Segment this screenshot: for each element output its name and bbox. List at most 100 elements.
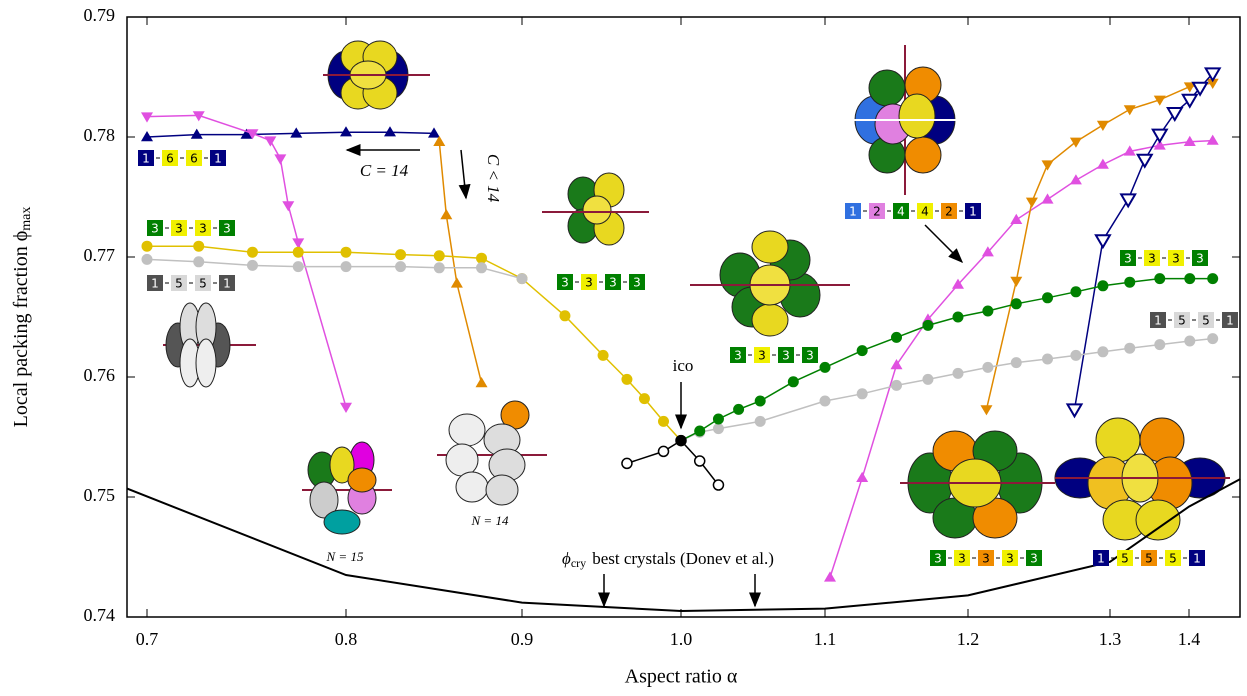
config-digit: 1 <box>849 205 857 219</box>
point <box>754 415 766 427</box>
point <box>1154 273 1166 285</box>
y-label-main: Local packing fraction ϕ <box>10 231 32 428</box>
config-digit: 1 <box>214 152 222 166</box>
point <box>240 128 253 139</box>
point <box>1207 273 1219 285</box>
configuration-label: 1 2 4 4 2 1 <box>845 203 981 219</box>
point <box>1184 273 1196 285</box>
config-digit: 1 <box>969 205 977 219</box>
configuration-label: 3 3 3 3 <box>1120 250 1208 266</box>
config-digit: 4 <box>921 205 929 219</box>
point <box>1183 135 1196 146</box>
x-tick-label: 0.9 <box>511 629 534 649</box>
config-digit: 5 <box>1178 314 1186 328</box>
config-digit: 1 <box>142 152 150 166</box>
config-digit: 3 <box>199 222 207 236</box>
config-digit: 1 <box>1226 314 1234 328</box>
point <box>1206 134 1219 145</box>
point <box>1097 346 1109 358</box>
config-box <box>219 220 235 236</box>
series-line <box>438 141 483 384</box>
point <box>1184 335 1196 347</box>
point <box>1042 292 1054 304</box>
config-box <box>869 203 885 219</box>
config-box <box>1189 550 1205 566</box>
point <box>1119 193 1137 209</box>
point <box>1207 333 1219 345</box>
point <box>433 135 446 146</box>
annotation: N = 14 <box>471 513 509 528</box>
y-axis-label: Local packing fraction ϕmax <box>10 207 35 428</box>
point <box>141 131 153 142</box>
point <box>1070 349 1082 361</box>
configuration-label: 1 5 5 5 1 <box>1093 550 1205 566</box>
y-tick-label: 0.76 <box>84 365 116 385</box>
config-digit: 3 <box>223 222 231 236</box>
point <box>951 278 964 289</box>
config-digit: 5 <box>175 277 183 291</box>
point <box>433 262 445 274</box>
point <box>292 246 304 258</box>
plot-frame <box>126 16 1241 618</box>
point <box>340 246 352 258</box>
annotation: ϕcry best crystals (Donev et al.) <box>562 549 774 570</box>
config-digit: 3 <box>806 349 814 363</box>
point <box>516 273 528 285</box>
point <box>1096 120 1109 131</box>
point <box>1183 82 1196 93</box>
config-box <box>1144 250 1160 266</box>
x-tick-label: 1.0 <box>670 629 693 649</box>
point <box>1203 67 1222 83</box>
point <box>1010 213 1023 224</box>
config-box <box>195 220 211 236</box>
x-axis-label: Aspect ratio α <box>625 666 738 688</box>
point <box>450 277 463 288</box>
point <box>754 395 766 407</box>
point <box>1070 286 1082 298</box>
config-box <box>941 203 957 219</box>
point <box>819 395 831 407</box>
config-box <box>1120 250 1136 266</box>
config-box <box>162 150 178 166</box>
point <box>1124 342 1136 354</box>
series-line <box>829 139 1213 578</box>
config-box <box>1150 312 1166 328</box>
config-digit: 3 <box>561 276 569 290</box>
point <box>193 256 205 268</box>
point <box>856 388 868 400</box>
config-box <box>1168 250 1184 266</box>
annotation: C = 14 <box>360 161 409 180</box>
point <box>1041 160 1054 171</box>
point <box>1123 145 1136 156</box>
point <box>675 435 687 447</box>
annotation: N = 15 <box>326 549 364 564</box>
point <box>1069 137 1082 148</box>
point <box>712 423 724 435</box>
point <box>980 405 993 416</box>
point <box>395 261 407 273</box>
y-tick-label: 0.77 <box>84 245 116 265</box>
config-box <box>1141 550 1157 566</box>
config-digit: 3 <box>982 552 990 566</box>
point <box>733 403 745 415</box>
point <box>264 136 277 147</box>
annotation-sub: cry <box>571 556 586 570</box>
y-label-sub: max <box>19 207 34 231</box>
annotations <box>345 144 964 608</box>
y-tick-label: 0.74 <box>84 605 116 625</box>
config-digit: 5 <box>1169 552 1177 566</box>
point <box>559 310 571 322</box>
series-line <box>985 82 1213 410</box>
y-tick-label: 0.79 <box>84 5 116 25</box>
config-box <box>754 347 770 363</box>
point <box>657 445 670 458</box>
config-digit: 3 <box>782 349 790 363</box>
point <box>1191 81 1209 97</box>
config-digit: 5 <box>199 277 207 291</box>
point <box>476 262 488 274</box>
point <box>193 240 205 252</box>
config-digit: 5 <box>1145 552 1153 566</box>
config-box <box>893 203 909 219</box>
